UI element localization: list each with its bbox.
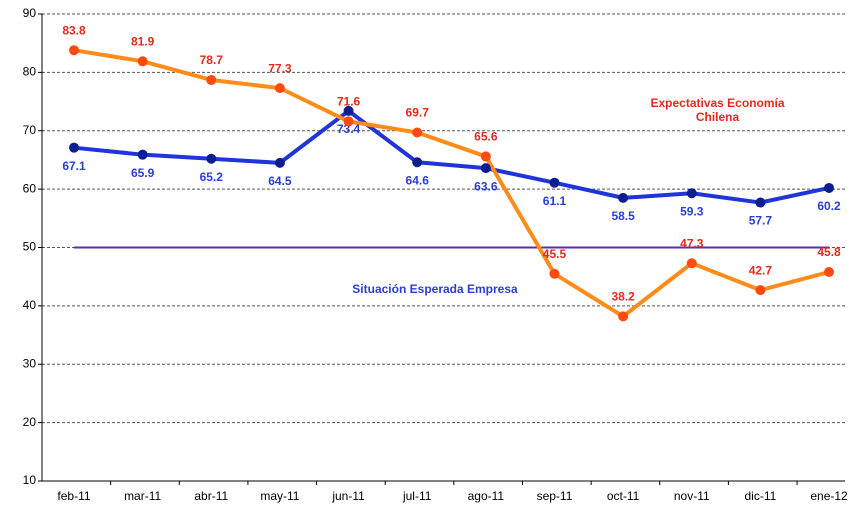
point xyxy=(274,157,285,168)
value-label: 38.2 xyxy=(611,290,635,304)
x-tick-label: ene-12 xyxy=(810,489,848,503)
y-tick-label: 40 xyxy=(23,298,37,312)
y-tick-label: 70 xyxy=(23,123,37,137)
point xyxy=(343,105,354,116)
point xyxy=(480,163,491,174)
value-label: 45.8 xyxy=(817,245,841,259)
point xyxy=(686,188,697,199)
point xyxy=(69,45,79,56)
point xyxy=(206,74,217,85)
value-label: 73.4 xyxy=(337,122,361,136)
y-tick-label: 80 xyxy=(23,65,37,79)
series-line xyxy=(73,48,830,319)
point xyxy=(618,311,629,322)
point xyxy=(549,177,560,188)
value-label: 64.5 xyxy=(268,174,292,188)
value-label: 59.3 xyxy=(680,204,704,218)
point xyxy=(480,151,491,162)
value-label: 69.7 xyxy=(406,106,430,120)
y-tick-label: 90 xyxy=(23,6,37,20)
value-label: 71.6 xyxy=(337,95,361,109)
x-tick-label: mar-11 xyxy=(124,489,161,503)
value-label: 45.5 xyxy=(543,247,567,261)
value-label: 81.9 xyxy=(131,34,155,48)
y-tick-label: 10 xyxy=(23,473,37,487)
value-label: 65.6 xyxy=(474,130,498,144)
point xyxy=(824,182,835,193)
point xyxy=(343,116,354,127)
value-label: 83.8 xyxy=(62,23,86,37)
series-label: Expectativas Economía Chilena xyxy=(650,96,785,124)
x-tick-label: sep-11 xyxy=(537,489,573,503)
y-tick-label: 60 xyxy=(23,181,37,195)
value-label: 65.2 xyxy=(200,170,224,184)
value-label: 78.7 xyxy=(200,53,224,67)
point xyxy=(274,83,285,94)
x-tick-label: feb-11 xyxy=(57,489,90,503)
point xyxy=(618,192,629,203)
point xyxy=(69,142,79,153)
point xyxy=(686,258,697,269)
value-label: 63.6 xyxy=(474,179,498,193)
x-tick-label: oct-11 xyxy=(607,489,640,503)
value-label: 60.2 xyxy=(817,199,841,213)
point xyxy=(755,197,766,208)
point xyxy=(137,56,148,67)
series-line xyxy=(73,108,830,205)
x-tick-label: abr-11 xyxy=(194,489,228,503)
series-label: Situación Esperada Empresa xyxy=(352,282,518,296)
value-label: 42.7 xyxy=(749,263,773,277)
point xyxy=(206,153,217,164)
value-label: 77.3 xyxy=(268,61,292,75)
point xyxy=(412,127,423,138)
value-label: 64.6 xyxy=(406,173,430,187)
x-tick-label: jun-11 xyxy=(331,489,365,503)
value-label: 47.3 xyxy=(680,236,704,250)
point xyxy=(755,285,766,296)
point xyxy=(137,149,148,160)
value-label: 57.7 xyxy=(749,214,773,228)
point xyxy=(412,157,423,168)
value-label: 61.1 xyxy=(543,194,567,208)
point xyxy=(549,268,560,279)
x-tick-label: may-11 xyxy=(260,489,299,503)
point xyxy=(824,267,835,278)
value-label: 67.1 xyxy=(62,159,86,173)
x-tick-label: jul-11 xyxy=(402,489,432,503)
value-label: 65.9 xyxy=(131,166,155,180)
y-tick-label: 50 xyxy=(23,240,37,254)
y-tick-label: 20 xyxy=(23,415,37,429)
x-tick-label: ago-11 xyxy=(468,489,505,503)
x-tick-label: nov-11 xyxy=(674,489,710,503)
y-tick-label: 30 xyxy=(23,356,37,370)
value-label: 58.5 xyxy=(611,209,635,223)
x-tick-label: dic-11 xyxy=(745,489,777,503)
